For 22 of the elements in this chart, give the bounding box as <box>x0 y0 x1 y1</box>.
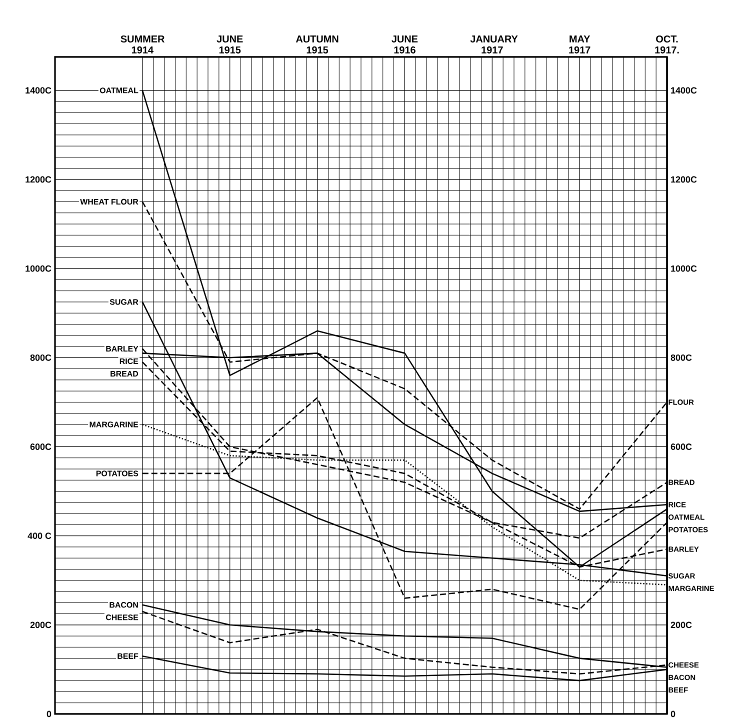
x-tick-label: JANUARY 1917 <box>470 36 518 54</box>
y-tick-label: 200C <box>30 622 52 628</box>
y-tick-label: 800C <box>30 354 52 361</box>
y-tick-label: 1400C <box>26 87 52 94</box>
y2-tick-label: 600C <box>670 444 692 450</box>
y-tick-label: 400 C <box>28 532 52 539</box>
x-tick-label: MAY 1917 <box>569 36 590 54</box>
y-tick-label: 0 <box>46 710 52 718</box>
x-tick-label: JUNE 1915 <box>216 36 243 54</box>
y2-tick-label: 1400C <box>671 87 697 94</box>
y2-tick-label: 200C <box>670 622 692 628</box>
x-tick-label: SUMMER 1914 <box>120 35 165 54</box>
x-tick-label: JUNE 1916 <box>392 36 418 54</box>
y2-tick-label: 1200C <box>671 176 697 183</box>
x-tick-label: AUTUMN 1915 <box>296 36 338 54</box>
y-tick-label: 1200C <box>26 176 52 183</box>
y2-tick-label: 0 <box>670 710 676 718</box>
y2-tick-label: 1000C <box>671 265 697 272</box>
y-tick-label: 600C <box>30 444 52 450</box>
y-tick-label: 1000C <box>26 265 52 272</box>
y2-tick-label: 800C <box>670 354 692 361</box>
x-tick-label: OCT. 1917. <box>655 35 679 54</box>
